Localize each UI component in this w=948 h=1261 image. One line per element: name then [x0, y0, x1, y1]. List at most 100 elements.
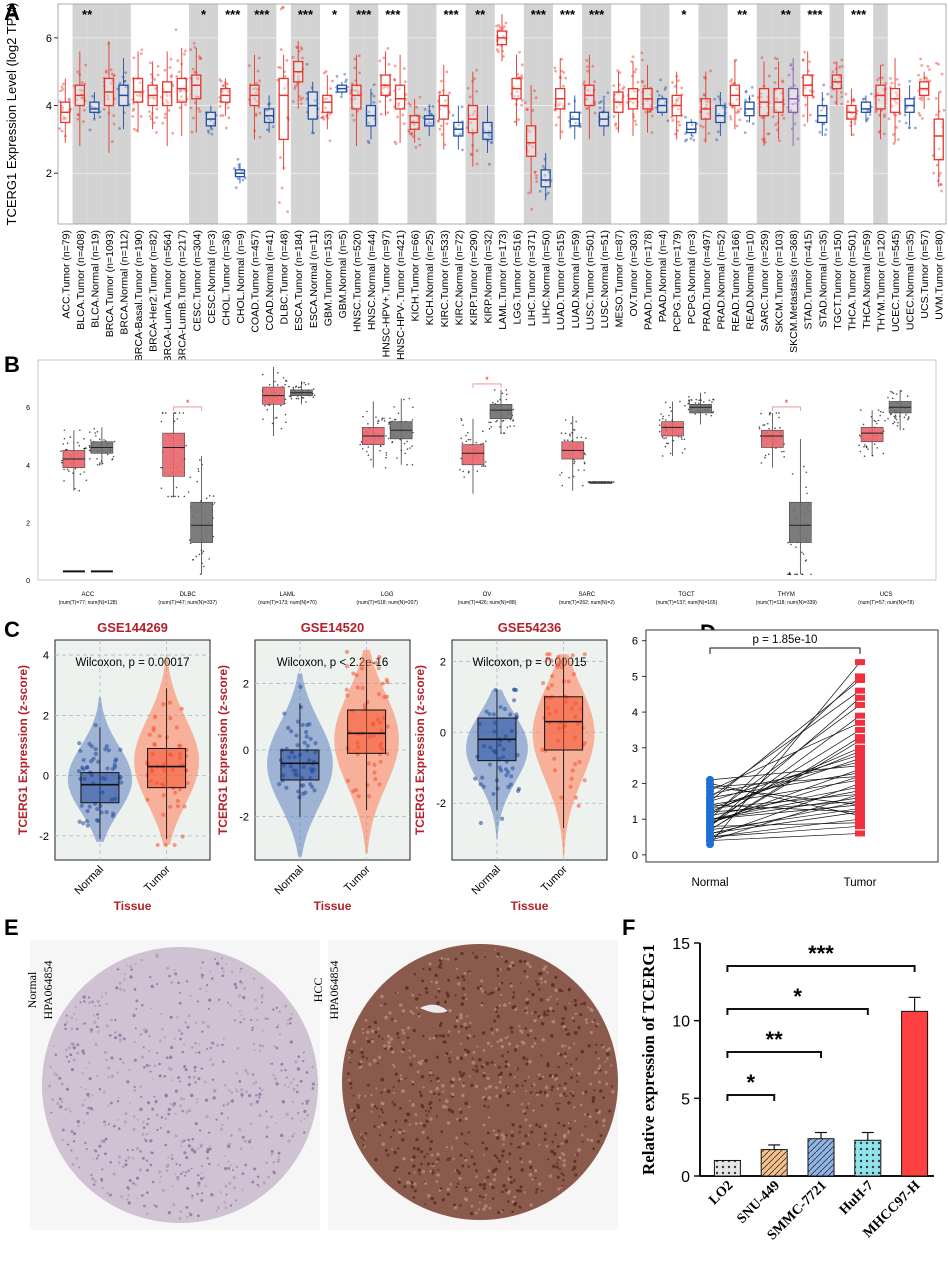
data-point	[480, 775, 485, 780]
cell-dot	[554, 988, 558, 993]
data-point	[502, 706, 507, 712]
cell-dot	[443, 1000, 447, 1004]
cell-dot	[211, 1041, 215, 1045]
cell-dot	[412, 1028, 417, 1033]
cell-dot	[492, 1178, 497, 1182]
cell-dot	[178, 1217, 182, 1221]
data-point	[118, 126, 121, 130]
cell-dot	[303, 1117, 306, 1120]
cell-dot	[133, 988, 137, 991]
data-point	[881, 63, 885, 67]
cell-dot	[402, 1132, 405, 1135]
cell-dot	[109, 1193, 112, 1197]
data-point	[531, 145, 534, 149]
data-point	[760, 95, 763, 99]
data-point	[418, 143, 422, 147]
data-point	[89, 446, 91, 448]
cell-dot	[79, 1086, 82, 1089]
x-tick-label: KIRP.Normal (n=32)	[482, 230, 494, 323]
cell-dot	[179, 1037, 182, 1041]
data-point	[161, 412, 164, 414]
data-point	[219, 114, 223, 118]
bar	[807, 1138, 835, 1177]
cell-dot	[279, 1133, 284, 1138]
cell-dot	[420, 1074, 425, 1079]
x-tick-label: TGCT.Tumor (n=150)	[832, 230, 844, 330]
data-point	[716, 130, 720, 134]
data-point	[96, 464, 99, 466]
data-point	[345, 693, 350, 698]
data-point	[873, 443, 876, 445]
cell-dot	[212, 1194, 215, 1197]
cell-dot	[127, 1156, 131, 1160]
data-point	[758, 426, 761, 428]
cell-dot	[498, 1094, 502, 1098]
data-point	[184, 103, 187, 107]
cell-dot	[66, 1143, 70, 1146]
data-point	[257, 56, 261, 60]
data-point	[504, 773, 509, 778]
cell-dot	[414, 1113, 418, 1116]
cell-dot	[380, 1123, 384, 1127]
cell-dot	[520, 1103, 524, 1106]
data-point	[79, 803, 84, 808]
cell-dot	[579, 1103, 583, 1107]
data-point	[300, 722, 305, 728]
cell-dot	[461, 1093, 465, 1098]
cell-dot	[557, 1066, 560, 1069]
cell-dot	[483, 1071, 486, 1075]
data-point	[138, 81, 142, 85]
data-point	[481, 430, 484, 433]
cell-dot	[117, 1096, 120, 1099]
data-point	[892, 392, 895, 395]
y-tick-label: 2	[243, 678, 249, 690]
data-point	[279, 48, 283, 51]
cell-dot	[255, 1094, 258, 1097]
data-point	[475, 441, 478, 444]
image-label: HCC	[311, 978, 325, 1003]
cell-dot	[72, 1140, 76, 1143]
cell-dot	[398, 1178, 401, 1181]
cell-dot	[190, 1148, 195, 1152]
cell-dot	[380, 1091, 383, 1094]
data-point	[180, 834, 185, 839]
cell-dot	[367, 1083, 370, 1087]
data-point	[659, 78, 662, 82]
data-point	[179, 89, 183, 93]
cell-dot	[84, 1141, 87, 1145]
cell-dot	[428, 1147, 432, 1151]
pair-line	[709, 722, 861, 791]
data-point	[935, 113, 938, 117]
data-point	[877, 98, 881, 102]
box	[132, 77, 144, 103]
data-point	[468, 95, 472, 99]
y-tick-label: -2	[39, 831, 49, 843]
cell-dot	[61, 1100, 64, 1103]
cell-dot	[540, 1021, 545, 1026]
tumor-point	[855, 784, 865, 791]
cell-dot	[221, 1043, 224, 1047]
data-point	[508, 712, 513, 717]
cell-dot	[428, 962, 432, 966]
cell-dot	[424, 986, 428, 991]
data-point	[113, 440, 116, 443]
cell-dot	[164, 1117, 168, 1121]
cell-dot	[140, 958, 144, 962]
cell-dot	[606, 1052, 610, 1056]
data-point	[155, 107, 159, 111]
data-point	[373, 776, 378, 782]
data-point	[684, 139, 687, 143]
data-point	[344, 649, 350, 654]
data-point	[393, 64, 397, 68]
data-point	[381, 418, 383, 421]
data-point	[77, 741, 82, 746]
data-point	[790, 102, 794, 106]
data-point	[308, 782, 313, 787]
cell-dot	[419, 1093, 423, 1098]
data-point	[294, 733, 299, 738]
data-point	[289, 729, 294, 734]
cell-dot	[201, 1020, 205, 1024]
cell-dot	[291, 1100, 295, 1104]
data-point	[393, 78, 396, 81]
cell-dot	[292, 1078, 296, 1081]
